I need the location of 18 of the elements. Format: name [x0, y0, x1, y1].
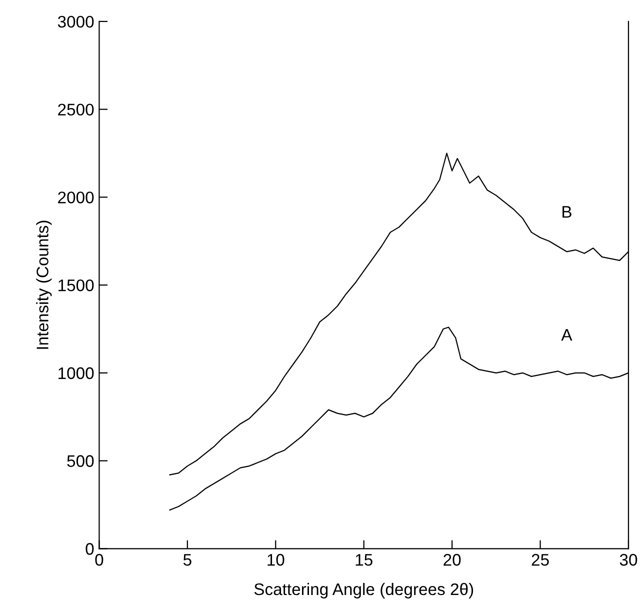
y-tick-label: 2500	[58, 104, 94, 116]
y-tick-label: 1000	[58, 367, 94, 380]
y-tick-label: 1500	[58, 279, 94, 292]
x-tick-label: 15	[356, 554, 372, 566]
series-label: A	[561, 329, 572, 341]
y-tick-label: 2000	[58, 192, 94, 204]
y-tick-label: 3000	[58, 16, 94, 28]
series-label: B	[562, 206, 572, 218]
y-tick-label: 500	[67, 455, 94, 467]
y-axis-title: Intensity (Counts)	[36, 220, 52, 349]
x-tick-label: 10	[268, 554, 284, 566]
y-tick-label: 0	[86, 543, 94, 555]
x-tick-label: 20	[444, 554, 461, 566]
x-tick-label: 0	[95, 554, 104, 566]
x-axis-title: Scattering Angle (degrees 2θ)	[254, 582, 474, 598]
x-tick-label: 25	[532, 554, 549, 566]
x-tick-label: 30	[620, 554, 638, 566]
x-tick-label: 5	[183, 554, 192, 566]
